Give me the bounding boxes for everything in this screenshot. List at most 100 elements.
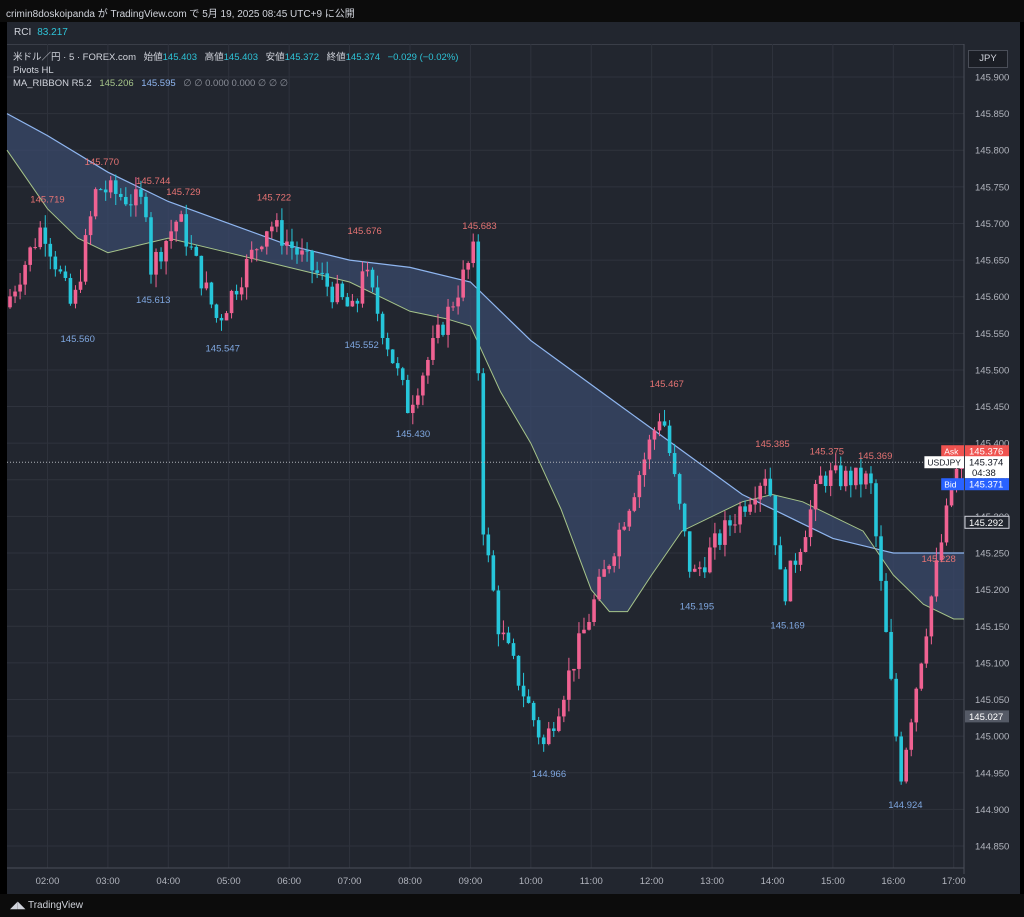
ribbon-value-fast: 145.206 [99, 78, 134, 89]
candle-body [400, 368, 405, 380]
candle-body [375, 287, 380, 314]
candle-body [38, 227, 43, 248]
y-tick-label: 145.550 [975, 329, 1009, 340]
low-value: 145.372 [284, 52, 319, 63]
candle-body [421, 375, 425, 396]
candle-body [612, 556, 616, 566]
candle-body [169, 231, 173, 242]
change-value: −0.029 (−0.02%) [387, 52, 459, 63]
candle-body [174, 221, 178, 232]
pivot-high-label: 145.719 [30, 195, 64, 206]
candle-body [778, 545, 783, 570]
candle-body [159, 251, 163, 262]
y-tick-label: 145.100 [975, 658, 1009, 669]
candle-body [597, 576, 601, 600]
candle-body [733, 524, 737, 526]
candle-body [214, 304, 219, 318]
x-tick-label: 04:00 [156, 876, 180, 887]
candle-body [365, 269, 370, 272]
candle-body [244, 258, 249, 288]
candle-body [270, 226, 274, 232]
ribbon-name: MA_RIBBON R5.2 [13, 78, 92, 89]
candle-body [617, 529, 622, 557]
candle-body [219, 317, 224, 321]
candle-body [864, 473, 868, 485]
candle-body [28, 247, 32, 265]
candle-body [531, 702, 536, 721]
indicator-value: 83.217 [37, 27, 68, 38]
candle-body [446, 306, 450, 335]
candle-body [949, 489, 954, 506]
candle-body [934, 560, 939, 597]
candle-body [541, 737, 546, 745]
candle-body [275, 220, 279, 227]
candle-body [380, 313, 385, 338]
price-tag-bg [965, 478, 1009, 491]
y-tick-label: 145.900 [975, 72, 1009, 83]
candle-body [667, 425, 672, 454]
candle-body [249, 249, 254, 259]
indicator-pane[interactable]: RCI 83.217 [7, 22, 964, 45]
candle-body [491, 555, 496, 591]
candle-body [939, 542, 944, 561]
candle-body [8, 296, 12, 308]
candle-body [441, 324, 445, 335]
price-tag-label: Bid [944, 480, 957, 490]
candle-body [139, 189, 143, 197]
candle-body [562, 699, 566, 717]
x-tick-label: 15:00 [821, 876, 845, 887]
candle-body [788, 560, 793, 602]
candle-body [355, 300, 360, 304]
price-tag-value: 145.027 [969, 712, 1003, 723]
candle-body [189, 246, 194, 248]
pivot-low-label: 145.560 [61, 334, 95, 345]
x-tick-label: 03:00 [96, 876, 120, 887]
candle-body [18, 284, 22, 292]
candle-body [300, 250, 304, 255]
candle-body [501, 632, 506, 635]
pivot-high-label: 145.385 [755, 439, 789, 450]
candle-body [919, 663, 924, 689]
candle-body [390, 349, 395, 364]
candle-body [164, 241, 168, 262]
candle-body [506, 632, 511, 644]
x-tick-label: 16:00 [881, 876, 905, 887]
candle-body [43, 227, 48, 244]
tradingview-logo: ◢◣ TradingView [10, 900, 84, 911]
chart-frame[interactable] [7, 22, 1020, 894]
price-tag-label: Ask [944, 447, 959, 457]
header-bar: crimin8doskoipanda が TradingView.com で 5… [0, 0, 1024, 22]
candle-body [884, 580, 888, 632]
candle-body [748, 504, 752, 512]
candle-body [823, 475, 828, 486]
candle-body [773, 495, 778, 546]
candle-body [677, 474, 682, 504]
indicator-name: RCI [14, 27, 32, 38]
price-tag-label-bg [941, 478, 964, 491]
price-tag-bg [965, 445, 1009, 458]
currency-button[interactable]: JPY [968, 50, 1008, 68]
x-tick-label: 10:00 [519, 876, 543, 887]
price-tag-countdown: 04:38 [972, 468, 996, 479]
y-tick-label: 145.150 [975, 622, 1009, 633]
candle-body [743, 506, 747, 512]
candle-body [254, 249, 259, 251]
y-tick-label: 145.600 [975, 292, 1009, 303]
price-tag-value: 145.374 [969, 458, 1003, 469]
candle-body [194, 246, 199, 256]
close-label: 終値 [326, 52, 346, 63]
candle-body [134, 189, 138, 206]
x-tick-label: 12:00 [640, 876, 664, 887]
pivot-low-label: 145.430 [396, 429, 430, 440]
candle-body [808, 509, 813, 538]
pivot-high-label: 145.369 [858, 451, 892, 462]
candle-body [73, 289, 78, 304]
pivot-high-label: 145.228 [921, 554, 955, 565]
y-tick-label: 145.050 [975, 695, 1009, 706]
pivot-low-label: 144.924 [888, 800, 922, 811]
candle-body [582, 629, 586, 634]
x-tick-label: 17:00 [942, 876, 966, 887]
close-value: 145.374 [345, 52, 380, 63]
candle-body [88, 216, 93, 236]
